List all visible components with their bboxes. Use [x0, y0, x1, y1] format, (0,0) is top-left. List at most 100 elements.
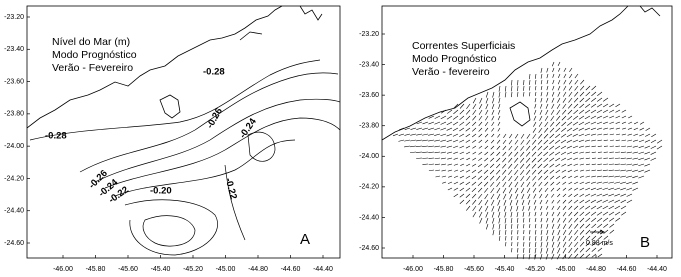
- current-arrow: [579, 193, 585, 197]
- current-arrow: [453, 109, 459, 115]
- current-arrow: [404, 139, 411, 142]
- current-arrow: [533, 121, 537, 127]
- current-arrow: [614, 175, 621, 178]
- current-arrow: [609, 115, 615, 119]
- current-arrow: [597, 223, 603, 228]
- current-arrow: [434, 157, 441, 160]
- current-arrow: [585, 205, 591, 210]
- current-arrow: [531, 163, 537, 169]
- current-arrow: [484, 193, 489, 200]
- current-arrow: [620, 169, 627, 172]
- current-arrow: [621, 133, 627, 136]
- current-arrow: [485, 115, 489, 121]
- title-line: Modo Prognóstico: [412, 53, 497, 65]
- current-arrow: [597, 241, 603, 246]
- current-arrow: [563, 85, 567, 91]
- current-arrow: [546, 247, 549, 254]
- current-arrow: [416, 151, 423, 153]
- current-arrow: [550, 115, 555, 121]
- current-arrow: [491, 133, 495, 138]
- current-arrow: [568, 187, 573, 191]
- current-arrow: [422, 145, 429, 147]
- current-arrow: [567, 115, 573, 121]
- current-arrow: [483, 181, 489, 187]
- current-arrow: [498, 103, 501, 110]
- contour-label: -0.20: [150, 186, 172, 197]
- current-arrow: [514, 169, 519, 175]
- current-arrow: [504, 223, 507, 230]
- current-arrow: [508, 169, 513, 175]
- current-arrow: [459, 187, 465, 192]
- current-arrow: [597, 91, 603, 96]
- current-arrow: [465, 115, 471, 121]
- x-tick-label: -45.20: [525, 266, 545, 273]
- current-arrow: [428, 157, 435, 159]
- current-arrow: [502, 163, 507, 169]
- current-arrow: [626, 193, 633, 197]
- current-arrow: [453, 187, 459, 191]
- current-arrow: [573, 253, 579, 259]
- current-arrow: [614, 187, 621, 191]
- current-arrow: [478, 127, 483, 132]
- current-arrow: [539, 115, 543, 121]
- current-arrow: [484, 151, 489, 156]
- y-tick-label: -24.00: [359, 153, 379, 160]
- current-arrow: [558, 67, 561, 72]
- current-arrow: [532, 175, 537, 181]
- current-arrow: [546, 97, 549, 103]
- current-arrow: [546, 223, 549, 229]
- current-arrow: [585, 223, 591, 229]
- x-tick-label: -44.80: [586, 266, 606, 273]
- current-arrow: [543, 139, 549, 145]
- x-tick-label: -45.40: [151, 266, 171, 273]
- current-arrow: [532, 139, 537, 145]
- current-arrow: [644, 145, 651, 149]
- current-arrow: [620, 157, 627, 159]
- current-arrow: [472, 145, 477, 149]
- current-arrow: [626, 199, 633, 204]
- current-arrow: [627, 139, 633, 142]
- current-arrow: [638, 175, 645, 179]
- y-tick-label: -23.40: [359, 61, 379, 68]
- current-arrow: [540, 217, 543, 223]
- current-arrow: [483, 175, 489, 181]
- current-arrow: [590, 127, 597, 131]
- current-arrow: [603, 133, 609, 136]
- current-arrow: [453, 163, 459, 166]
- current-arrow: [590, 133, 597, 136]
- current-arrow: [566, 145, 573, 149]
- current-arrow: [459, 169, 465, 173]
- current-arrow: [478, 157, 483, 161]
- current-arrow: [453, 145, 459, 149]
- current-arrow: [609, 133, 615, 136]
- title-line: Modo Prognóstico: [52, 49, 137, 61]
- current-arrow: [561, 127, 567, 132]
- current-arrow: [490, 187, 495, 194]
- current-arrow: [534, 235, 537, 241]
- current-arrow: [531, 157, 537, 163]
- current-arrow: [562, 229, 567, 236]
- current-arrow: [498, 85, 501, 92]
- current-arrow: [471, 193, 477, 199]
- current-arrow: [546, 91, 549, 97]
- current-arrow: [644, 157, 651, 161]
- current-arrow: [574, 73, 579, 79]
- current-arrow: [440, 157, 447, 160]
- current-arrow: [620, 187, 627, 191]
- current-arrow: [496, 175, 501, 181]
- current-arrow: [410, 139, 417, 142]
- current-arrow: [597, 235, 603, 240]
- current-arrow: [597, 217, 603, 222]
- current-arrow: [534, 229, 537, 235]
- current-arrow: [502, 139, 507, 145]
- current-arrow: [529, 229, 531, 235]
- current-arrow: [532, 187, 537, 193]
- current-arrow: [557, 223, 561, 229]
- current-arrow: [568, 175, 573, 179]
- current-arrow: [572, 121, 579, 126]
- current-arrow: [632, 157, 639, 160]
- current-arrow: [620, 175, 627, 178]
- current-arrow: [497, 127, 501, 132]
- current-arrow: [557, 79, 561, 85]
- current-arrow: [554, 145, 561, 150]
